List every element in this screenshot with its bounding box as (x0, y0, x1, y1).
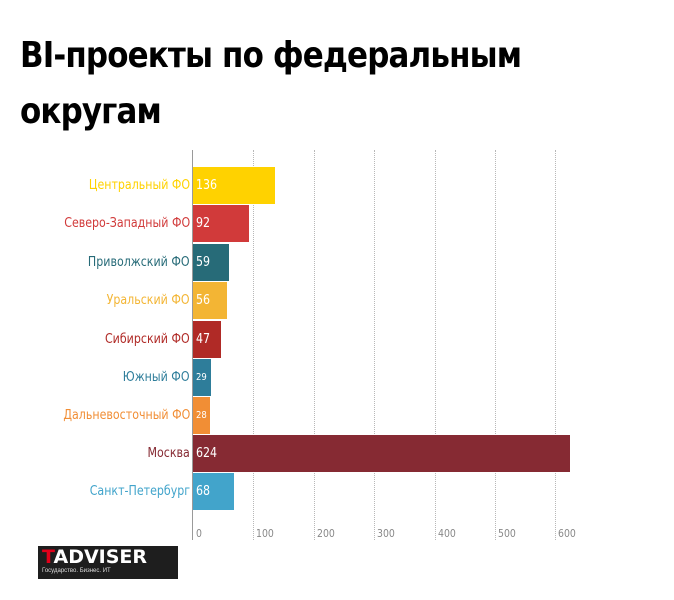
bar: 28 (193, 397, 210, 434)
gridline (374, 150, 375, 540)
gridline (314, 150, 315, 540)
bar-value: 59 (196, 255, 211, 270)
logo-wordmark: TADVISER (42, 546, 147, 568)
x-tick: 400 (438, 527, 456, 540)
bar-value: 624 (196, 446, 218, 461)
category-label: Дальневосточный ФО (63, 408, 190, 423)
y-axis-line (192, 150, 193, 540)
category-label: Приволжский ФО (88, 255, 190, 270)
category-label: Южный ФО (123, 370, 190, 385)
bar: 59 (193, 244, 229, 281)
logo-text: ADVISER (53, 546, 148, 568)
logo-letter-t: T (42, 546, 54, 568)
bar: 624 (193, 435, 570, 472)
bar: 56 (193, 282, 227, 319)
x-tick: 100 (256, 527, 274, 540)
x-tick: 600 (558, 527, 576, 540)
bar-value: 68 (196, 484, 211, 499)
category-label: Москва (147, 446, 190, 461)
tadviser-logo: TADVISER Государство. Бизнес. ИТ (38, 546, 178, 579)
bar: 47 (193, 321, 221, 358)
x-tick: 500 (498, 527, 516, 540)
bar-value: 92 (196, 216, 211, 231)
chart-title: BI-проекты по федеральным округам (20, 35, 522, 132)
logo-tagline: Государство. Бизнес. ИТ (42, 568, 111, 574)
category-label: Санкт-Петербург (89, 484, 190, 499)
category-label: Северо-Западный ФО (64, 216, 190, 231)
gridline (253, 150, 254, 540)
x-tick: 0 (196, 527, 202, 540)
gridline (555, 150, 556, 540)
bar-value: 136 (196, 178, 218, 193)
bar: 29 (193, 359, 211, 396)
category-label: Уральский ФО (107, 293, 190, 308)
x-tick: 200 (317, 527, 335, 540)
category-label: Центральный ФО (88, 178, 190, 193)
gridline (495, 150, 496, 540)
bar-value: 29 (196, 372, 207, 383)
x-tick: 300 (377, 527, 395, 540)
bar-value: 47 (196, 332, 211, 347)
bar-value: 56 (196, 293, 211, 308)
bar-value: 28 (196, 410, 207, 421)
bar: 68 (193, 473, 234, 510)
category-label: Сибирский ФО (105, 332, 190, 347)
bar: 92 (193, 205, 249, 242)
bar: 136 (193, 167, 275, 204)
gridline (435, 150, 436, 540)
